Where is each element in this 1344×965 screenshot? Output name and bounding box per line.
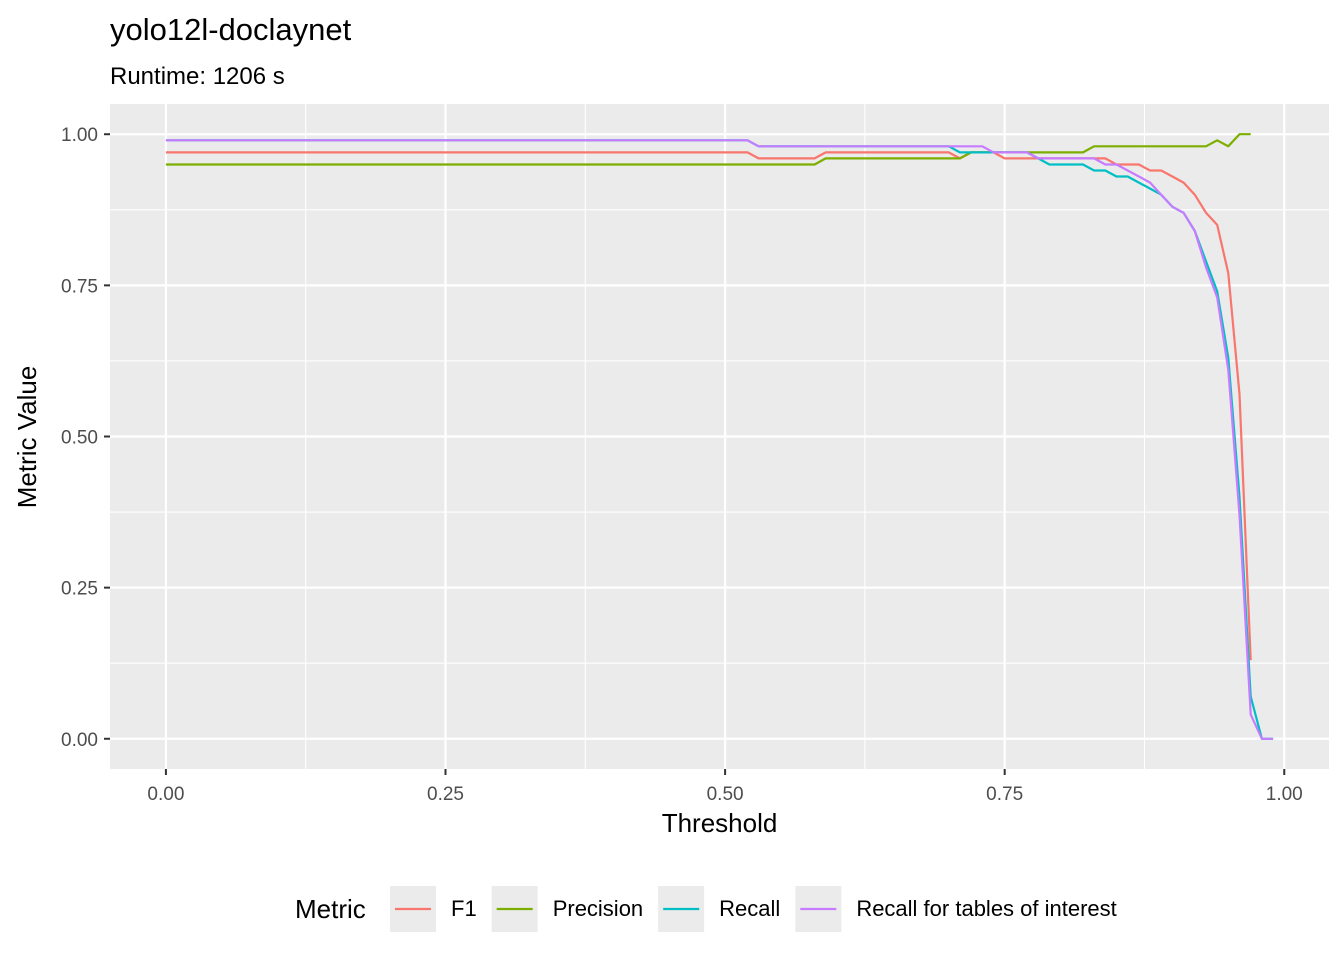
legend-title: Metric — [295, 894, 366, 924]
y-axis: 0.00 0.25 0.50 0.75 1.00 — [61, 125, 110, 751]
series-line-precision — [165, 133, 1251, 166]
x-tick-label: 0.00 — [147, 784, 184, 805]
x-axis: 0.00 0.25 0.50 0.75 1.00 — [147, 769, 1303, 805]
legend-label-recall-for-tables-of-interest: Recall for tables of interest — [856, 896, 1116, 921]
y-tick-label: 0.50 — [61, 428, 98, 449]
series-lines — [165, 133, 1274, 740]
y-axis-label: Metric Value — [12, 366, 42, 509]
legend-label-f1: F1 — [451, 896, 477, 921]
x-tick-label: 0.50 — [707, 784, 744, 805]
x-axis-label: Threshold — [662, 808, 778, 838]
x-tick-label: 0.75 — [986, 784, 1023, 805]
legend-label-recall: Recall — [719, 896, 780, 921]
legend: Metric F1 Precision Recall Recall for table… — [295, 886, 1117, 932]
y-tick-label: 1.00 — [61, 125, 98, 146]
x-tick-label: 0.25 — [427, 784, 464, 805]
major-grid — [110, 104, 1329, 769]
y-tick-label: 0.00 — [61, 730, 98, 751]
chart-subtitle: Runtime: 1206 s — [110, 63, 285, 90]
x-tick-label: 1.00 — [1266, 784, 1303, 805]
y-tick-label: 0.75 — [61, 276, 98, 297]
legend-label-precision: Precision — [553, 896, 643, 921]
chart-title: yolo12l-doclaynet — [110, 12, 352, 47]
series-line-recall-for-tables-of-interest — [165, 139, 1274, 740]
series-line-recall — [165, 139, 1274, 740]
series-line-f1 — [165, 151, 1252, 661]
y-tick-label: 0.25 — [61, 579, 98, 600]
